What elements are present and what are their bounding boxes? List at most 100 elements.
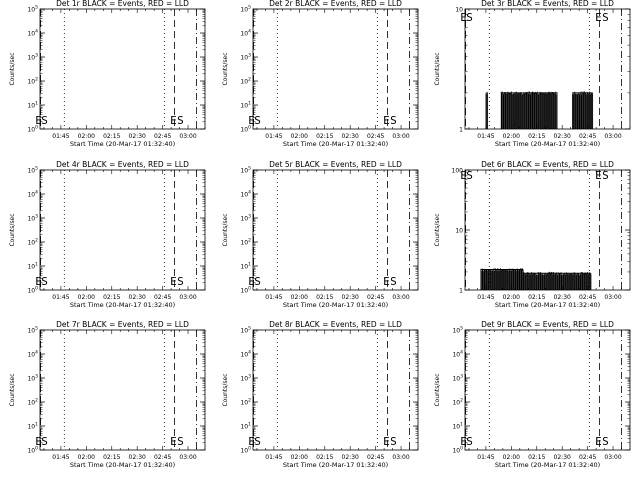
panel-title: Det 1r BLACK = Events, RED = LLD	[56, 0, 189, 8]
x-axis-label: Start Time (20-Mar-17 01:32:40)	[495, 140, 600, 148]
x-tick-label: 02:45	[579, 454, 596, 461]
x-tick-label: 02:15	[316, 454, 333, 461]
x-axis-label: Start Time (20-Mar-17 01:32:40)	[70, 301, 175, 309]
marker-letter: E	[383, 435, 390, 448]
marker-letter: S	[41, 435, 48, 448]
x-tick-label: 02:30	[554, 133, 571, 140]
marker-letter: E	[35, 435, 42, 448]
y-tick-label: 105	[452, 326, 463, 335]
y-tick-label: 102	[240, 398, 251, 407]
x-tick-label: 02:30	[342, 454, 359, 461]
x-tick-label: 02:00	[503, 454, 520, 461]
plot-frame	[252, 329, 419, 451]
x-axis-label: Start Time (20-Mar-17 01:32:40)	[70, 140, 175, 148]
x-tick-label: 03:00	[392, 133, 409, 140]
y-axis-label: Counts/sec	[434, 52, 441, 85]
x-tick-label: 02:30	[129, 133, 146, 140]
y-tick-label: 102	[27, 398, 38, 407]
detector-panel: Det 8r BLACK = Events, RED = LLD 100 101 10…	[222, 320, 419, 469]
panel-title: Det 2r BLACK = Events, RED = LLD	[269, 0, 402, 8]
x-tick-label: 01:45	[265, 133, 282, 140]
y-tick-label: 100	[240, 125, 251, 134]
marker-letter: E	[460, 169, 467, 182]
y-tick-label: 105	[27, 166, 38, 175]
x-tick-label: 02:15	[103, 294, 120, 301]
y-tick-label: 102	[27, 238, 38, 247]
detector-panel: Det 7r BLACK = Events, RED = LLD 100 101 10…	[9, 320, 206, 469]
marker-letter: S	[254, 275, 261, 288]
marker-letter: E	[460, 11, 467, 24]
marker-letter: S	[254, 114, 261, 127]
y-tick-label: 105	[27, 326, 38, 335]
detector-panel: Det 6r BLACK = Events, RED = LLD 1 10 100 01…	[434, 160, 631, 309]
x-tick-label: 01:45	[52, 454, 69, 461]
y-axis-label: Counts/sec	[222, 52, 229, 85]
x-tick-label: 02:00	[503, 294, 520, 301]
x-tick-label: 03:00	[604, 133, 621, 140]
marker-letter: S	[466, 11, 473, 24]
y-tick-label: 1	[459, 127, 463, 134]
x-tick-label: 03:00	[392, 294, 409, 301]
panel-title: Det 6r BLACK = Events, RED = LLD	[481, 160, 614, 169]
x-tick-label: 03:00	[179, 454, 196, 461]
x-tick-label: 01:45	[265, 454, 282, 461]
x-tick-label: 02:00	[291, 454, 308, 461]
x-tick-label: 02:00	[78, 294, 95, 301]
marker-letter: S	[177, 275, 184, 288]
y-tick-label: 101	[27, 262, 38, 271]
marker-letter: E	[35, 114, 42, 127]
plot-frame	[252, 169, 419, 291]
y-axis-label: Counts/sec	[9, 373, 16, 406]
y-tick-label: 101	[452, 422, 463, 431]
x-tick-label: 02:45	[154, 294, 171, 301]
x-tick-label: 02:00	[78, 133, 95, 140]
y-tick-label: 102	[240, 77, 251, 86]
y-tick-label: 105	[240, 166, 251, 175]
x-tick-label: 03:00	[179, 294, 196, 301]
y-tick-label: 100	[27, 286, 38, 295]
y-tick-label: 100	[27, 446, 38, 455]
marker-letter: E	[595, 11, 602, 24]
y-tick-label: 100	[452, 168, 464, 175]
detector-panel: Det 1r BLACK = Events, RED = LLD 100 101 10…	[9, 0, 206, 148]
y-tick-label: 103	[240, 214, 251, 223]
marker-letter: E	[460, 435, 467, 448]
y-tick-label: 103	[27, 214, 38, 223]
y-tick-label: 104	[27, 190, 38, 199]
y-tick-label: 103	[240, 374, 251, 383]
plot-frame	[252, 8, 419, 130]
marker-letter: S	[390, 114, 397, 127]
x-tick-label: 02:45	[579, 294, 596, 301]
x-tick-label: 02:00	[291, 133, 308, 140]
y-tick-label: 104	[27, 350, 38, 359]
x-tick-label: 03:00	[392, 454, 409, 461]
y-tick-label: 103	[240, 53, 251, 62]
x-axis-label: Start Time (20-Mar-17 01:32:40)	[283, 140, 388, 148]
panel-title: Det 4r BLACK = Events, RED = LLD	[56, 160, 189, 169]
x-tick-label: 01:45	[477, 294, 494, 301]
y-tick-label: 102	[27, 77, 38, 86]
plot-frame	[39, 169, 206, 291]
marker-letter: S	[602, 11, 609, 24]
x-tick-label: 02:30	[554, 454, 571, 461]
x-tick-label: 03:00	[179, 133, 196, 140]
y-tick-label: 101	[240, 101, 251, 110]
x-tick-label: 02:15	[316, 294, 333, 301]
y-tick-label: 100	[240, 286, 251, 295]
x-tick-label: 02:30	[554, 294, 571, 301]
marker-letter: S	[41, 275, 48, 288]
y-tick-label: 103	[27, 374, 38, 383]
marker-letter: S	[390, 435, 397, 448]
panel-title: Det 9r BLACK = Events, RED = LLD	[481, 320, 614, 329]
y-tick-label: 1	[459, 288, 463, 295]
x-tick-label: 02:00	[291, 294, 308, 301]
x-tick-label: 02:15	[528, 454, 545, 461]
y-axis-label: Counts/sec	[434, 373, 441, 406]
marker-letter: E	[248, 435, 255, 448]
marker-letter: S	[466, 169, 473, 182]
y-tick-label: 100	[240, 446, 251, 455]
x-axis-label: Start Time (20-Mar-17 01:32:40)	[495, 461, 600, 469]
x-tick-label: 01:45	[52, 133, 69, 140]
